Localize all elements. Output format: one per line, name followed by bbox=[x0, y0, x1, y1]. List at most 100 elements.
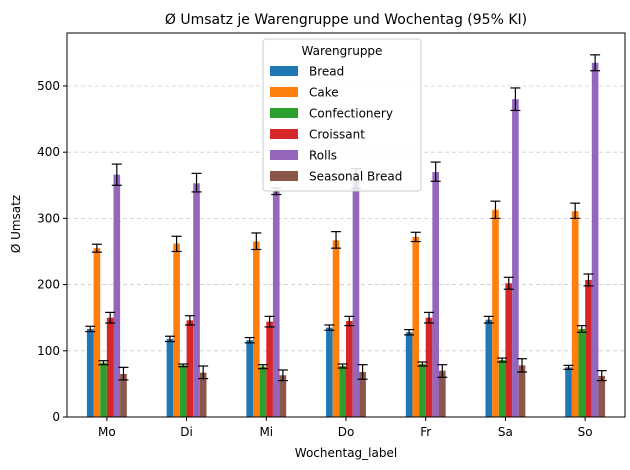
y-axis-label: Ø Umsatz bbox=[9, 195, 23, 253]
chart-title: Ø Umsatz je Warengruppe und Wochentag (9… bbox=[165, 12, 527, 28]
legend-swatch bbox=[270, 108, 298, 118]
error-bar bbox=[357, 364, 368, 380]
bar bbox=[86, 328, 94, 417]
bar bbox=[425, 317, 433, 417]
y-tick-label: 300 bbox=[37, 211, 60, 225]
error-bar bbox=[503, 276, 514, 290]
x-tick-label: Sa bbox=[498, 425, 513, 439]
bar bbox=[339, 366, 346, 417]
y-tick-label: 400 bbox=[37, 145, 60, 159]
bar bbox=[439, 370, 446, 417]
legend-label: Confectionery bbox=[309, 107, 393, 121]
bar bbox=[346, 321, 353, 417]
legend-swatch bbox=[270, 171, 298, 181]
bar bbox=[272, 191, 280, 417]
y-tick-label: 0 bbox=[52, 410, 60, 424]
bar bbox=[106, 317, 114, 417]
error-bar bbox=[497, 357, 508, 363]
error-bar bbox=[430, 161, 441, 182]
error-bar bbox=[171, 235, 182, 253]
bar bbox=[120, 373, 127, 417]
legend-item: Seasonal Bread bbox=[270, 170, 402, 184]
bar bbox=[332, 240, 340, 417]
legend-item: Confectionery bbox=[270, 107, 393, 121]
bar bbox=[419, 364, 426, 417]
x-tick-label: Do bbox=[338, 425, 355, 439]
legend-label: Seasonal Bread bbox=[309, 170, 402, 184]
x-tick-label: So bbox=[578, 425, 593, 439]
bar bbox=[100, 362, 107, 417]
bar bbox=[432, 172, 439, 417]
error-bar bbox=[424, 311, 435, 324]
error-bar bbox=[344, 315, 355, 327]
legend-item: Croissant bbox=[270, 128, 365, 142]
legend-items: Bread Cake Confectionery Croissant Rolls Seas… bbox=[270, 65, 402, 184]
bar bbox=[359, 371, 366, 417]
error-bar bbox=[324, 324, 335, 331]
legend-frame bbox=[262, 38, 422, 192]
bar bbox=[199, 372, 207, 417]
bars bbox=[86, 62, 606, 418]
error-bars bbox=[85, 54, 607, 382]
error-bar bbox=[576, 325, 587, 333]
axes: 0 100 200 300 400 500 Mo Di Mi Do Fr Sa So bbox=[37, 32, 626, 439]
bar bbox=[505, 283, 513, 417]
error-bar bbox=[277, 369, 288, 382]
bar bbox=[492, 209, 499, 417]
legend: Warengruppe Bread Cake Confectionery Croiss… bbox=[262, 38, 422, 192]
x-tick-label: Mo bbox=[98, 425, 116, 439]
error-bar bbox=[583, 273, 594, 287]
bar bbox=[565, 367, 572, 417]
error-bar bbox=[198, 365, 209, 380]
error-bar bbox=[337, 363, 348, 369]
bar bbox=[518, 365, 526, 417]
bar bbox=[591, 62, 599, 418]
error-bar bbox=[510, 87, 521, 112]
error-bar bbox=[191, 172, 202, 193]
legend-label: Rolls bbox=[309, 149, 337, 163]
legend-label: Cake bbox=[309, 86, 339, 100]
error-bar bbox=[404, 329, 415, 336]
error-bar bbox=[111, 163, 122, 186]
bar bbox=[571, 211, 579, 417]
legend-label: Bread bbox=[309, 65, 344, 79]
bar bbox=[485, 319, 493, 417]
legend-item: Rolls bbox=[270, 149, 337, 163]
bar bbox=[279, 375, 287, 417]
legend-item: Bread bbox=[270, 65, 344, 79]
bar bbox=[193, 183, 200, 417]
error-bar bbox=[483, 315, 494, 324]
error-bar bbox=[590, 54, 601, 72]
legend-swatch bbox=[270, 150, 298, 160]
error-bar bbox=[596, 370, 607, 382]
error-bar bbox=[85, 325, 96, 333]
bar bbox=[412, 236, 420, 417]
y-tick-label: 500 bbox=[37, 79, 60, 93]
error-bar bbox=[164, 335, 175, 343]
x-tick-label: Fr bbox=[420, 425, 431, 439]
bar bbox=[166, 338, 174, 417]
error-bar bbox=[331, 231, 342, 249]
error-bar bbox=[517, 358, 528, 373]
bar bbox=[173, 243, 180, 417]
legend-swatch bbox=[270, 129, 298, 139]
x-axis-label: Wochentag_label bbox=[295, 446, 397, 460]
error-bar bbox=[98, 360, 109, 366]
bar bbox=[246, 340, 253, 417]
bar bbox=[326, 327, 333, 417]
x-tick-label: Di bbox=[180, 425, 193, 439]
legend-swatch bbox=[270, 87, 298, 97]
error-bar bbox=[251, 232, 262, 251]
legend-label: Croissant bbox=[309, 128, 365, 142]
bar bbox=[598, 375, 606, 417]
bar bbox=[512, 99, 519, 417]
legend-title: Warengruppe bbox=[302, 44, 383, 58]
error-bar bbox=[91, 243, 102, 253]
y-tick-label: 100 bbox=[37, 344, 60, 358]
legend-swatch bbox=[270, 66, 298, 76]
bar bbox=[186, 320, 194, 417]
bar bbox=[585, 279, 592, 417]
error-bar bbox=[417, 361, 428, 367]
bar bbox=[498, 360, 506, 417]
